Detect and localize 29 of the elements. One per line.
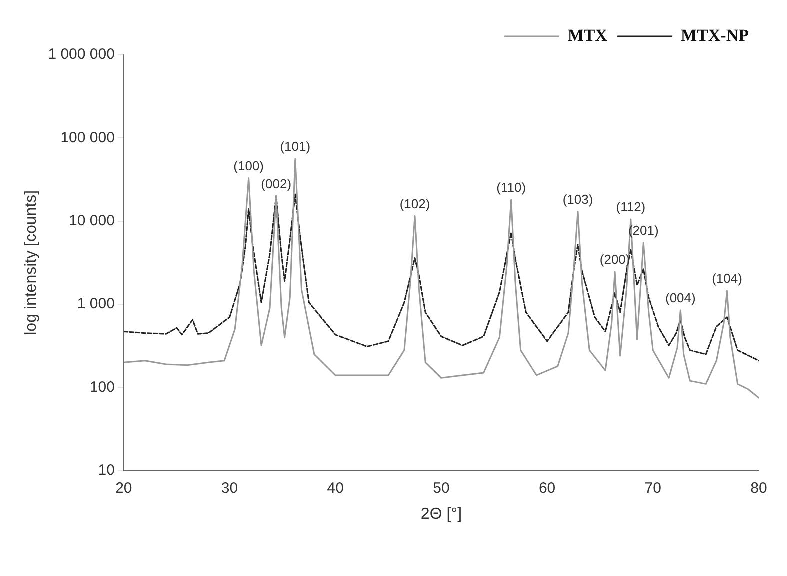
x-tick-label: 80 xyxy=(750,480,768,497)
y-tick-label: 1 000 000 xyxy=(48,46,115,64)
annotation: (200) xyxy=(600,252,630,268)
annotation: (104) xyxy=(712,271,742,286)
annotation: (103) xyxy=(562,192,594,207)
x-tick-label: 70 xyxy=(644,480,662,497)
annotation: (002) xyxy=(261,176,292,192)
x-tick-label: 40 xyxy=(327,480,344,497)
y-tick-label: 100 xyxy=(90,378,115,396)
x-tick-label: 50 xyxy=(433,480,450,497)
annotation: (100) xyxy=(234,158,264,174)
x-axis-title: 2Θ [°] xyxy=(420,506,462,523)
legend-label: MTX xyxy=(568,26,608,45)
annotation: (004) xyxy=(665,290,696,306)
y-tick-label: 10 xyxy=(98,462,115,479)
annotation: (102) xyxy=(400,196,430,212)
x-tick-label: 60 xyxy=(538,480,556,497)
y-tick-label: 1 000 xyxy=(77,296,115,313)
y-tick-label: 10 000 xyxy=(69,212,115,230)
annotation: (101) xyxy=(280,139,311,154)
legend-label: MTX-NP xyxy=(681,26,749,45)
x-tick-label: 30 xyxy=(221,480,238,497)
y-axis-title: log intensity [counts] xyxy=(23,190,40,336)
x-tick-label: 20 xyxy=(116,480,132,497)
line-series xyxy=(124,194,759,362)
annotation: (201) xyxy=(628,222,659,238)
annotation: (110) xyxy=(496,180,526,196)
y-tick-label: 100 000 xyxy=(60,129,115,146)
annotation: (112) xyxy=(616,200,646,215)
